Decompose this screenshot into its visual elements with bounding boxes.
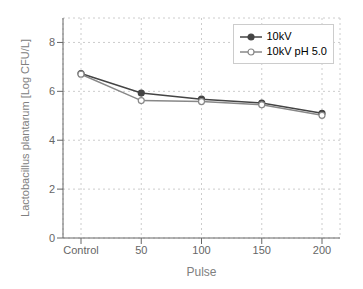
svg-text:8: 8 [49, 36, 55, 48]
svg-text:0: 0 [49, 232, 55, 244]
html-text:10kV pH 5.0: 10kV pH 5.0 [266, 45, 327, 57]
svg-text:150: 150 [253, 244, 271, 256]
svg-text:2: 2 [49, 183, 55, 195]
svg-text:Lactobacillus plantarum [Log C: Lactobacillus plantarum [Log CFU/L] [19, 39, 31, 217]
svg-text:4: 4 [49, 134, 55, 146]
svg-text:50: 50 [135, 244, 147, 256]
svg-text:6: 6 [49, 85, 55, 97]
svg-text:Pulse: Pulse [186, 265, 216, 279]
svg-text:200: 200 [313, 244, 331, 256]
svg-text:100: 100 [192, 244, 210, 256]
svg-text:Control: Control [63, 244, 98, 256]
html-text:10kV: 10kV [266, 30, 292, 42]
